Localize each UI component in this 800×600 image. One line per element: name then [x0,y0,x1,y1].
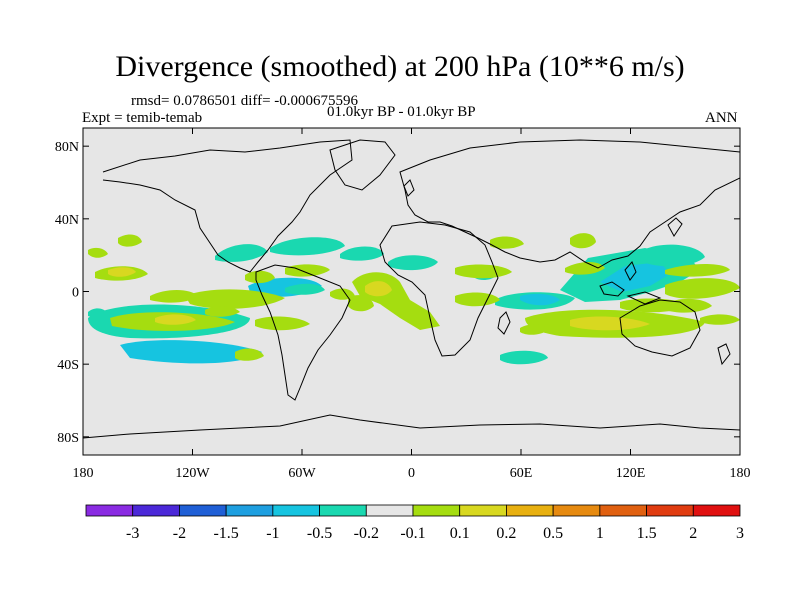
anomaly-region [500,350,548,365]
anomaly-region [205,306,240,317]
colorbar-swatch [692,504,741,517]
coastline-antarctica [83,414,740,439]
colorbar: -3 -2 -1.5 -1 -0.5 -0.2 -0.1 0.1 0.2 0.5 1 1.5 2 3 [85,504,744,542]
colorbar-swatch [599,504,647,517]
anomaly-region [120,340,262,364]
coastline-north-america [102,139,353,273]
lat-tick-label: 80N [55,140,79,155]
lat-tick-label: 40N [55,213,79,228]
coastline-south-america [255,264,351,401]
lat-tick-label: 0 [72,286,79,301]
anomaly-region [665,264,730,277]
colorbar-swatch [179,504,227,517]
colorbar-label: -3 [126,525,139,542]
coastline-japan [667,217,683,237]
colorbar-label: -2 [173,525,186,542]
coastline-eurasia [399,139,740,269]
colorbar-swatch [646,504,694,517]
colorbar-swatch [506,504,554,517]
anomaly-region [388,255,438,271]
colorbar-swatch [272,504,320,517]
colorbar-label: -0.5 [307,525,332,542]
colorbar-label: -1 [266,525,279,542]
anomaly-region [570,233,596,249]
plot-title: Divergence (smoothed) at 200 hPa (10**6 … [115,50,685,83]
anomaly-region [88,247,108,258]
anomaly-region [270,237,345,256]
lon-tick-label: 180 [73,466,94,481]
lon-tick-label: 180 [730,466,751,481]
anomaly-region [255,316,310,331]
colorbar-label: -0.1 [400,525,425,542]
colorbar-label: 3 [736,525,744,542]
anomaly-region [185,289,285,309]
anomaly-region [235,348,264,361]
colorbar-swatch [552,504,601,517]
anomaly-region [665,278,740,299]
colorbar-swatch [459,504,507,517]
anomaly-region [285,283,325,295]
anomaly-region [365,281,392,297]
anomaly-region [455,264,512,279]
lon-tick-label: 0 [408,466,415,481]
anomaly-region [340,246,384,261]
anomaly-region [565,262,605,275]
colorbar-swatch [365,504,414,517]
anomaly-region [150,290,198,303]
anomaly-region [245,270,275,284]
latitude-axis: 80N 40N 0 40S 80S [55,140,740,446]
colorbar-label: -0.2 [354,525,379,542]
anomaly-region [520,293,560,306]
lon-tick-label: 120W [175,466,210,481]
longitude-axis: 180 120W 60W 0 60E 120E 180 [73,128,751,481]
colorbar-label: -1.5 [213,525,238,542]
anomaly-region [570,316,650,331]
coastline-new-zealand [717,343,731,366]
season-label: ANN [705,110,738,126]
colorbar-swatch [319,504,367,517]
colorbar-label: 0.5 [543,525,563,542]
coastline-madagascar [497,311,511,335]
lon-tick-label: 120E [616,466,646,481]
anomaly-region [348,295,374,312]
coastline-indonesia [599,261,662,305]
coastline-uk [403,179,415,197]
anomaly-region [700,314,740,325]
anomaly-layer [88,233,740,365]
colorbar-swatch [132,504,180,517]
lon-tick-label: 60E [510,466,533,481]
colorbar-label: 2 [689,525,697,542]
anomaly-region [520,324,548,335]
experiment-subtitle: Expt = temib-temab [82,110,203,126]
coastline-africa [379,221,499,357]
anomaly-region [600,262,670,292]
anomaly-region [285,264,330,277]
colorbar-label: 0.1 [450,525,470,542]
lat-tick-label: 40S [57,358,79,373]
stats-subtitle: rmsd= 0.0786501 diff= -0.000675596 [131,93,359,109]
colorbar-label: 0.2 [496,525,516,542]
anomaly-region [640,244,705,267]
anomaly-region [215,244,268,262]
anomaly-region [330,288,355,300]
anomaly-region [118,234,142,247]
colorbar-swatch [85,504,134,517]
colorbar-swatch [412,504,461,517]
colorbar-label: 1 [596,525,604,542]
colorbar-swatch [225,504,274,517]
colorbar-label: 1.5 [637,525,657,542]
coastline-australia [619,299,701,357]
coastline-greenland [329,139,396,191]
lat-tick-label: 80S [57,431,79,446]
coastline-layer [83,139,740,439]
anomaly-region [88,308,108,318]
anomaly-region [155,314,196,325]
period-subtitle: 01.0kyr BP - 01.0kyr BP [327,104,476,120]
anomaly-region [665,298,712,313]
lon-tick-label: 60W [288,466,316,481]
anomaly-region [108,267,136,277]
anomaly-region [490,236,524,249]
